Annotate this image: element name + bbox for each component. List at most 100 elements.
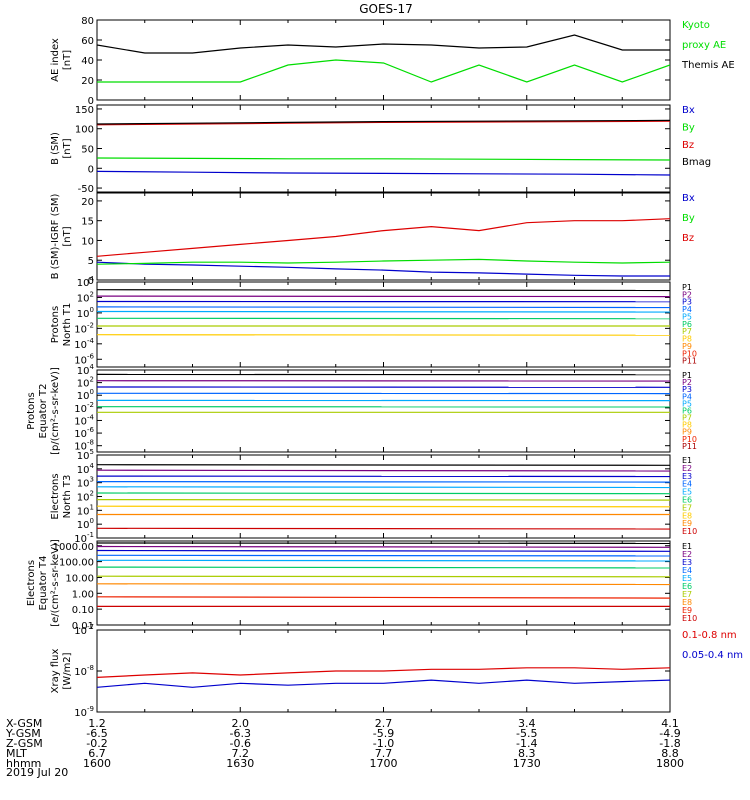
y-tick-label: 10-8 (74, 664, 94, 678)
y-tick-label: 0 (88, 96, 94, 107)
y-tick-label: 5 (88, 256, 94, 267)
series-e8 (97, 583, 670, 586)
legend-label: proxy AE (682, 40, 726, 51)
legend-label: P2 (682, 378, 692, 387)
series-e2 (97, 545, 670, 548)
y-tick-label: 100 (77, 388, 94, 402)
legend-label: P2 (682, 290, 692, 299)
y-tick-label: 10-6 (74, 352, 94, 366)
legend-label: P1 (682, 371, 692, 380)
footer-label: X-GSM (6, 717, 42, 730)
y-tick-label: 80 (81, 16, 94, 27)
legend-label: E5 (682, 574, 692, 583)
legend-label: E3 (682, 472, 692, 481)
y-tick-label: 100 (77, 517, 94, 531)
legend-label: Bz (682, 140, 694, 151)
legend-label: E9 (682, 519, 692, 528)
footer-label: MLT (6, 747, 27, 760)
footer-value: -6.3 (230, 727, 251, 740)
series-e2 (97, 469, 670, 472)
series-p5 (97, 310, 670, 313)
series-bmag (97, 119, 670, 125)
y-tick-label: 150 (75, 105, 94, 116)
y-tick-label: 102 (77, 290, 94, 304)
legend-label: E7 (682, 503, 692, 512)
y-tick-label: 0.10 (72, 605, 94, 616)
footer-value: 2.7 (375, 717, 393, 730)
series-group (97, 119, 670, 176)
y-tick-label: 10-4 (74, 337, 94, 351)
footer-value: 1600 (83, 757, 111, 770)
date-label: 2019 Jul 20 (6, 766, 68, 779)
y-tick-label: 101 (77, 503, 94, 517)
legend-label: E2 (682, 550, 692, 559)
y-tick-label: 40 (81, 56, 94, 67)
y-axis-label: [nT] (62, 50, 73, 70)
y-tick-label: 20 (81, 197, 94, 208)
legend-label: E6 (682, 582, 692, 591)
footer-value: 8.3 (518, 747, 536, 760)
footer-value: 4.1 (661, 717, 679, 730)
series-e7 (97, 499, 670, 501)
series-bz (97, 218, 670, 257)
y-tick-label: 10-8 (74, 439, 94, 453)
y-axis-label: North T3 (62, 475, 73, 519)
y-tick-label: 15 (81, 217, 94, 228)
legend-label: By (682, 213, 695, 224)
legend-label: P3 (682, 298, 692, 307)
footer-value: -4.9 (659, 727, 680, 740)
footer-value: -6.5 (86, 727, 107, 740)
legend-label: Bx (682, 105, 695, 116)
legend-label: Kyoto (682, 20, 710, 31)
y-tick-label: 104 (77, 275, 95, 289)
legend-label: Bz (682, 233, 694, 244)
legend-label: P10 (682, 349, 697, 358)
series-0-05-0-4-nm (97, 679, 670, 688)
y-axis-label: [W/m2] (62, 652, 73, 689)
series-e4 (97, 554, 670, 557)
panel-frame (96, 540, 671, 626)
footer-value: 7.7 (375, 747, 393, 760)
footer-value: 8.8 (661, 747, 679, 760)
footer-value: 1700 (370, 757, 398, 770)
series-group (97, 667, 670, 688)
legend-label: E8 (682, 511, 692, 520)
y-tick-label: 10-7 (74, 623, 94, 637)
y-tick-label: 10-4 (74, 413, 94, 427)
y-tick-label: 100 (75, 125, 94, 136)
series-e5 (97, 559, 670, 562)
series-p8 (97, 334, 670, 336)
panel-2: -50 0 50 100 150 B (SM) [nT] Bx By Bz Bmag (50, 104, 711, 195)
legend-label: 0.05-0.4 nm (682, 650, 743, 661)
legend-label: E6 (682, 496, 692, 505)
legend-label: P4 (682, 392, 692, 401)
y-axis-label: Equator T2 (38, 384, 49, 439)
series-by (97, 258, 670, 265)
footer-value: -1.4 (516, 737, 537, 750)
legend-label: 0.1-0.8 nm (682, 630, 737, 641)
footer-value: -1.0 (373, 737, 394, 750)
panel-frame (96, 369, 671, 453)
y-tick-label: 1.00 (72, 589, 94, 600)
y-tick-label: 102 (77, 376, 94, 390)
y-tick-label: 10-6 (74, 426, 94, 440)
legend-label: E9 (682, 606, 692, 615)
series-p2 (97, 295, 670, 298)
y-axis-label: Xray flux (50, 649, 61, 694)
legend-label: P9 (682, 342, 692, 351)
legend-label: P5 (682, 312, 692, 321)
series-themis-ae (97, 59, 670, 83)
legend-label: P5 (682, 399, 692, 408)
legend-label: E4 (682, 566, 692, 575)
series-e10 (97, 527, 670, 530)
legend-label: P8 (682, 421, 692, 430)
legend-label: E1 (682, 542, 692, 551)
y-tick-label: 104 (77, 363, 95, 377)
y-tick-label: 102 (77, 490, 94, 504)
y-axis-label: Protons (26, 392, 37, 429)
legend-label: P8 (682, 335, 692, 344)
